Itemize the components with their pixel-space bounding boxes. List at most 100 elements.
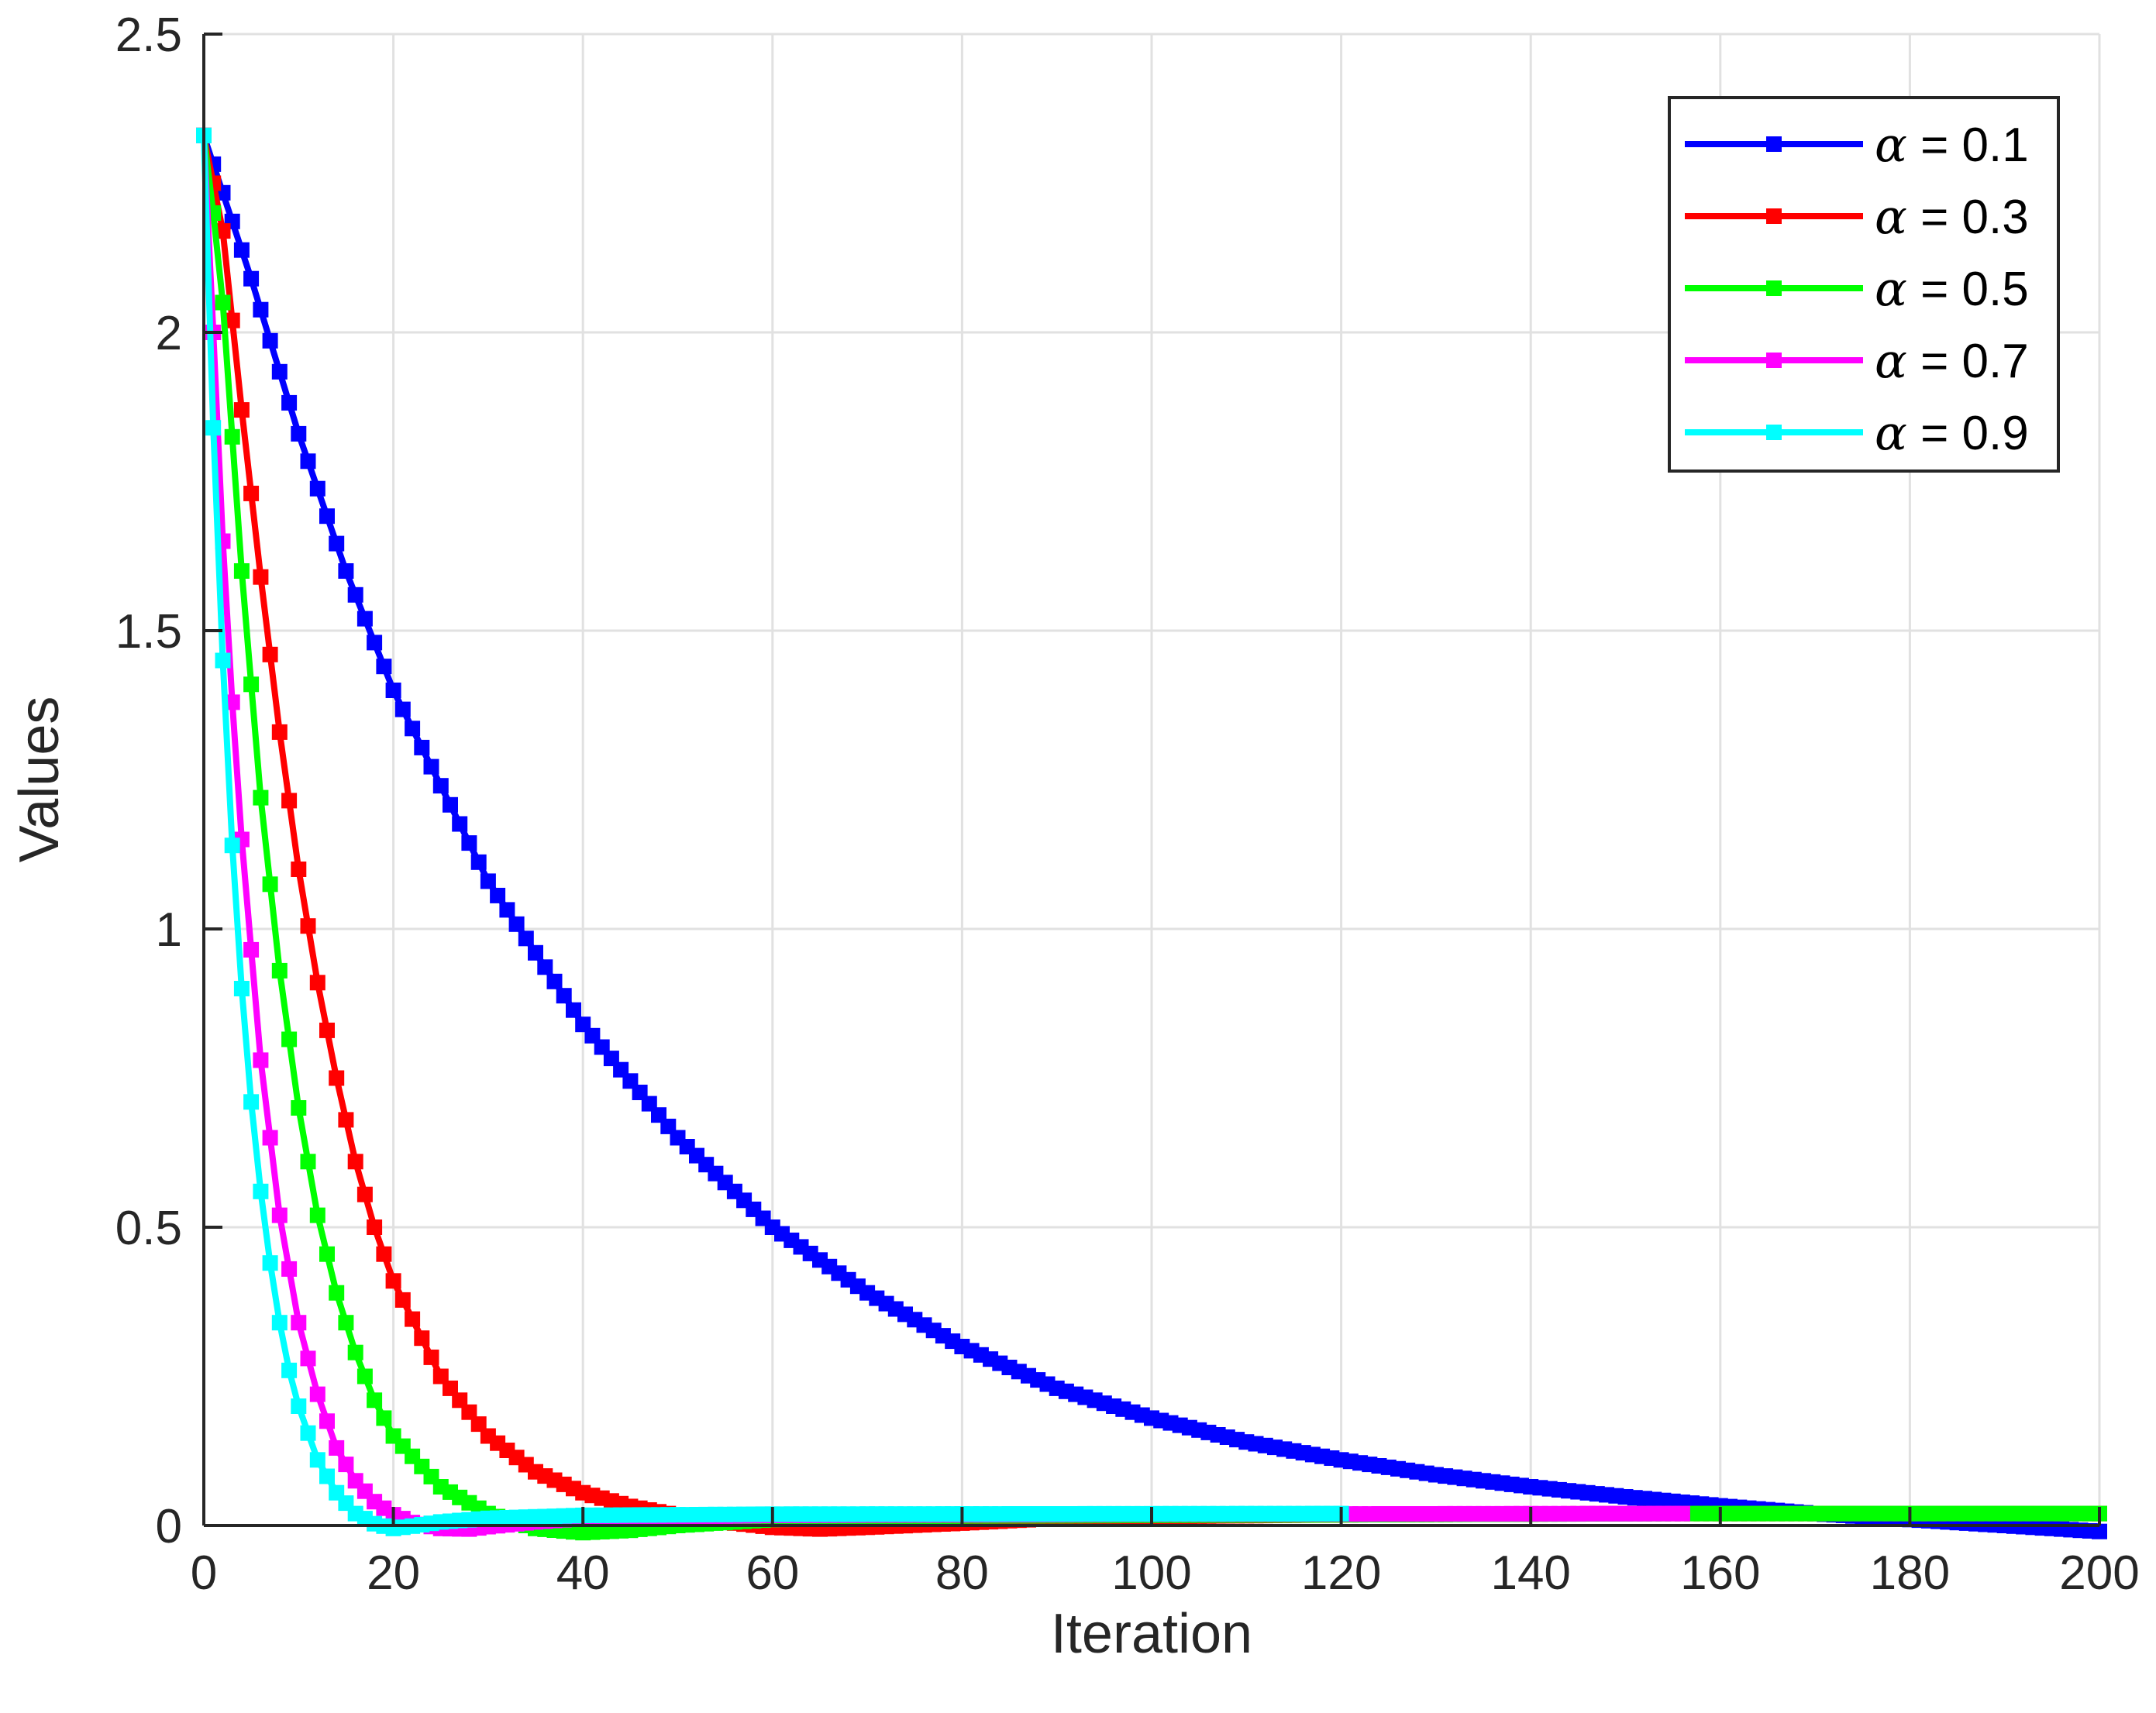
data-point — [443, 796, 458, 813]
data-point — [394, 1292, 411, 1308]
data-point — [356, 611, 373, 627]
data-point — [376, 1410, 392, 1426]
x-tick-label: 200 — [2059, 1546, 2139, 1600]
data-point — [461, 835, 477, 851]
data-point — [432, 1368, 449, 1385]
data-point — [338, 1315, 354, 1331]
data-point — [291, 425, 307, 442]
data-point — [243, 676, 260, 693]
data-point — [243, 270, 260, 287]
data-point — [2092, 1523, 2107, 1539]
data-point — [319, 1413, 335, 1429]
data-point — [233, 402, 250, 418]
y-tick-label: 1.5 — [115, 605, 182, 659]
data-point — [271, 1315, 288, 1331]
data-point — [224, 838, 240, 854]
data-point — [309, 480, 325, 497]
data-point — [271, 363, 288, 380]
data-point — [470, 854, 487, 870]
data-point — [338, 1457, 354, 1473]
data-point — [309, 975, 325, 991]
data-point — [480, 873, 496, 889]
legend-swatch-marker — [1766, 353, 1782, 368]
legend-swatch-marker — [1766, 208, 1782, 224]
data-point — [490, 887, 506, 903]
x-tick-label: 20 — [367, 1546, 420, 1600]
x-tick-label: 120 — [1301, 1546, 1381, 1600]
data-point — [414, 1330, 430, 1347]
data-point — [271, 962, 288, 979]
legend-item: α = 0.5 — [1685, 260, 2029, 317]
x-tick-label: 160 — [1680, 1546, 1760, 1600]
y-axis-title: Values — [9, 697, 71, 863]
data-point — [262, 1255, 278, 1271]
data-point — [347, 586, 363, 603]
x-tick-label: 40 — [556, 1546, 610, 1600]
data-point — [262, 876, 278, 893]
data-point — [224, 312, 240, 328]
axes — [202, 33, 2101, 1527]
data-point — [546, 973, 563, 989]
data-point — [215, 294, 231, 311]
legend-label-value: = 0.7 — [1907, 335, 2029, 388]
x-axis-title: Iteration — [1051, 1603, 1252, 1665]
data-point — [329, 1285, 345, 1301]
x-tick-label: 100 — [1111, 1546, 1191, 1600]
data-point — [253, 301, 269, 318]
series-1 — [196, 127, 2107, 1539]
data-point — [405, 1311, 421, 1327]
data-point — [243, 941, 260, 958]
x-tick-labels: 0 20 40 60 80 100 120 140 160 180 200 — [191, 1546, 2140, 1600]
x-tick-label: 60 — [746, 1546, 799, 1600]
data-point — [309, 1452, 325, 1468]
data-point — [376, 1246, 392, 1262]
data-point — [356, 1368, 373, 1385]
data-point — [367, 635, 383, 651]
data-point — [566, 1002, 581, 1018]
data-point — [253, 569, 269, 585]
data-point — [233, 563, 250, 579]
data-point — [356, 1186, 373, 1202]
data-point — [300, 1425, 316, 1441]
legend-label: α = 0.9 — [1875, 404, 2029, 461]
data-point — [309, 1207, 325, 1223]
data-point — [215, 652, 231, 669]
legend-label: α = 0.1 — [1875, 116, 2029, 173]
data-point — [367, 1219, 383, 1235]
y-tick-label: 2.5 — [115, 9, 182, 62]
data-point — [243, 485, 260, 501]
data-point — [338, 1112, 354, 1128]
legend-item: α = 0.9 — [1685, 404, 2029, 461]
x-tick-label: 0 — [191, 1546, 217, 1600]
data-point — [233, 981, 250, 996]
legend-label-symbol: α — [1875, 332, 1907, 389]
legend-label: α = 0.3 — [1875, 188, 2029, 245]
legend-item: α = 0.1 — [1685, 116, 2029, 173]
data-point — [253, 1052, 269, 1068]
data-point — [281, 1031, 298, 1047]
data-point — [319, 1022, 335, 1038]
data-point — [253, 789, 269, 806]
y-tick-labels: 0 0.5 1 1.5 2 2.5 — [115, 9, 182, 1553]
data-point — [291, 1100, 307, 1116]
legend-item: α = 0.3 — [1685, 188, 2029, 245]
x-tick-label: 80 — [935, 1546, 989, 1600]
data-point — [281, 793, 298, 809]
legend-label-symbol: α — [1875, 260, 1907, 317]
data-point — [376, 659, 392, 675]
data-point — [423, 758, 439, 775]
data-point — [347, 1344, 363, 1360]
data-point — [452, 1392, 468, 1409]
data-point — [1674, 1505, 1690, 1522]
data-point — [508, 916, 525, 932]
legend-item: α = 0.7 — [1685, 332, 2029, 389]
data-point — [281, 1261, 298, 1277]
legend-label-value: = 0.1 — [1907, 119, 2029, 172]
data-point — [300, 1350, 316, 1367]
y-tick-label: 1 — [156, 903, 182, 957]
data-point — [291, 862, 307, 877]
data-point — [262, 1130, 278, 1146]
data-point — [452, 816, 468, 832]
data-point — [367, 1392, 383, 1409]
